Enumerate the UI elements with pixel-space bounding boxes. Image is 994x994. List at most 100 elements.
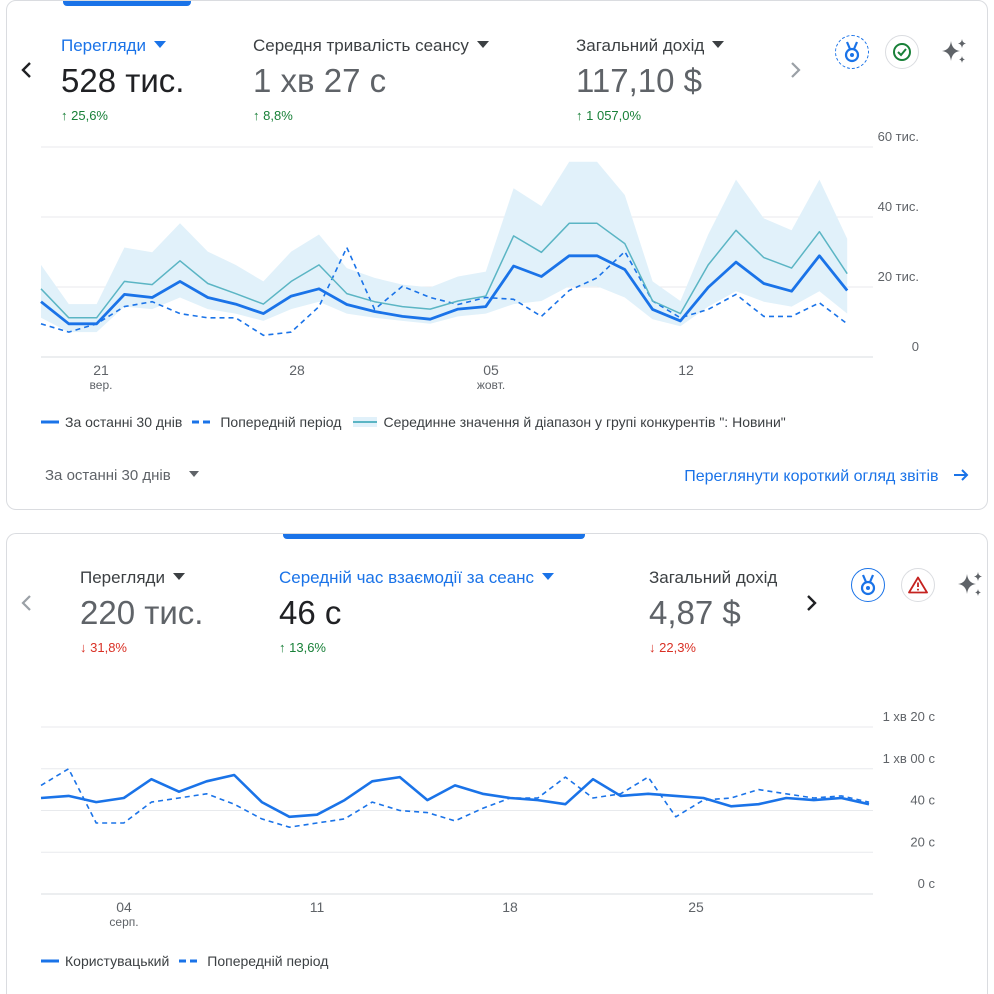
x-tick-sublabel: вер.	[90, 378, 113, 392]
report-card-2: Перегляди 220 тис. ↓ 31,8% Середній час …	[6, 533, 988, 994]
delta-value: 8,8%	[263, 108, 293, 123]
x-tick-label: 18	[502, 899, 518, 915]
delta-value: 25,6%	[71, 108, 108, 123]
y-tick-label: 20 с	[910, 834, 935, 849]
metric-value: 4,87 $	[649, 594, 741, 631]
arrow-up-icon: ↑	[279, 640, 286, 655]
metric-delta: ↑ 13,6%	[279, 640, 554, 655]
report-card-1: Перегляди 528 тис. ↑ 25,6% Середня трива…	[6, 0, 988, 510]
metric-views[interactable]: Перегляди 528 тис. ↑ 25,6%	[61, 36, 184, 123]
next-metric-button[interactable]	[805, 590, 819, 616]
next-chevron-icon	[791, 62, 801, 78]
legend-current: Користувацький	[65, 953, 170, 969]
warning-icon	[908, 576, 928, 594]
selected-metric-indicator	[63, 1, 191, 6]
metric-label: Перегляди	[61, 36, 146, 55]
date-range-selector[interactable]: За останні 30 днів	[45, 467, 199, 484]
badge-button[interactable]	[835, 35, 869, 69]
x-tick-label: 25	[688, 899, 704, 915]
legend-solid-line-icon	[41, 420, 59, 424]
delta-value: 1 057,0%	[586, 108, 642, 123]
y-tick-label: 1 хв 00 с	[883, 751, 936, 766]
y-tick-label: 40 тис.	[878, 199, 919, 214]
legend-previous: Попередній період	[220, 414, 342, 430]
metric-label: Загальний дохід	[649, 568, 778, 587]
legend-dashed-line-icon	[179, 959, 202, 963]
next-chevron-icon	[807, 595, 817, 611]
series-current-line	[40, 254, 849, 326]
metric-delta: ↑ 25,6%	[61, 108, 184, 123]
chart-legend: За останні 30 днів Попередній період Сер…	[41, 414, 786, 430]
legend-band-icon	[353, 417, 378, 427]
caret-down-icon[interactable]	[476, 41, 489, 48]
x-tick-label: 11	[310, 899, 325, 915]
arrow-down-icon: ↓	[649, 640, 656, 655]
metric-delta: ↑ 1 057,0%	[576, 108, 724, 123]
x-tick-sublabel: серп.	[109, 915, 138, 929]
warning-button[interactable]	[901, 568, 935, 602]
view-reports-link[interactable]: Переглянути короткий огляд звітів	[684, 468, 969, 486]
delta-value: 22,3%	[659, 640, 696, 655]
series-benchmark-line	[40, 222, 848, 319]
metric-revenue[interactable]: Загальний дохід 4,87 $ ↓ 22,3%	[649, 568, 777, 655]
metric-avg-session[interactable]: Середня тривалість сеансу 1 хв 27 с ↑ 8,…	[253, 36, 489, 123]
x-tick-label: 05	[483, 362, 499, 378]
x-tick-label: 21	[93, 362, 109, 378]
metric-label: Середній час взаємодії за сеанс	[279, 568, 535, 587]
metric-delta: ↑ 8,8%	[253, 108, 489, 123]
metric-engagement-time[interactable]: Середній час взаємодії за сеанс 46 с ↑ 1…	[279, 568, 555, 655]
insights-button[interactable]	[939, 37, 969, 72]
y-tick-label: 0	[912, 339, 919, 354]
x-tick-sublabel: жовт.	[477, 378, 505, 392]
badge-button[interactable]	[851, 568, 885, 602]
prev-metric-button[interactable]	[19, 590, 33, 616]
delta-value: 31,8%	[90, 640, 127, 655]
caret-down-icon[interactable]	[153, 41, 166, 48]
y-tick-label: 20 тис.	[878, 269, 919, 284]
metric-label: Перегляди	[80, 568, 165, 587]
legend-previous: Попередній період	[207, 953, 329, 969]
legend-current: За останні 30 днів	[65, 414, 183, 430]
x-tick-label: 28	[289, 362, 305, 378]
sparkle-icon	[942, 39, 966, 63]
series-previous-line	[40, 768, 870, 828]
legend-benchmark: Серединне значення й діапазон у групі ко…	[383, 414, 786, 430]
legend-solid-line-icon	[41, 959, 59, 963]
metric-label: Середня тривалість сеансу	[253, 36, 469, 55]
arrow-up-icon: ↑	[61, 108, 68, 123]
status-check-button[interactable]	[885, 35, 919, 69]
delta-value: 13,6%	[289, 640, 326, 655]
caret-down-icon[interactable]	[188, 471, 199, 477]
arrow-right-icon	[954, 469, 969, 481]
selected-metric-indicator	[283, 534, 585, 539]
sparkle-icon	[958, 572, 982, 596]
prev-chevron-icon	[21, 595, 31, 611]
check-circle-icon	[893, 43, 911, 61]
badge-icon	[844, 41, 860, 63]
metric-revenue[interactable]: Загальний дохід 117,10 $ ↑ 1 057,0%	[576, 36, 725, 123]
next-metric-button[interactable]	[789, 57, 803, 83]
series-current-line	[40, 773, 870, 819]
badge-icon	[860, 574, 876, 596]
metric-value: 117,10 $	[576, 62, 703, 99]
insights-button[interactable]	[955, 570, 985, 605]
metric-label: Загальний дохід	[576, 36, 705, 55]
chart-legend: Користувацький Попередній період	[41, 953, 328, 969]
y-tick-label: 0 с	[918, 876, 936, 891]
caret-down-icon[interactable]	[172, 573, 185, 580]
view-reports-label: Переглянути короткий огляд звітів	[684, 468, 939, 485]
date-range-label: За останні 30 днів	[45, 467, 171, 484]
x-tick-label: 04	[116, 899, 132, 915]
caret-down-icon[interactable]	[542, 573, 555, 580]
metric-value: 1 хв 27 с	[253, 62, 387, 99]
series-previous-line	[40, 246, 848, 337]
metric-delta: ↓ 31,8%	[80, 640, 203, 655]
metric-views[interactable]: Перегляди 220 тис. ↓ 31,8%	[80, 568, 203, 655]
arrow-down-icon: ↓	[80, 640, 87, 655]
metric-value: 46 с	[279, 594, 342, 631]
prev-chevron-icon	[21, 62, 31, 78]
prev-metric-button[interactable]	[19, 57, 33, 83]
caret-down-icon[interactable]	[712, 41, 725, 48]
